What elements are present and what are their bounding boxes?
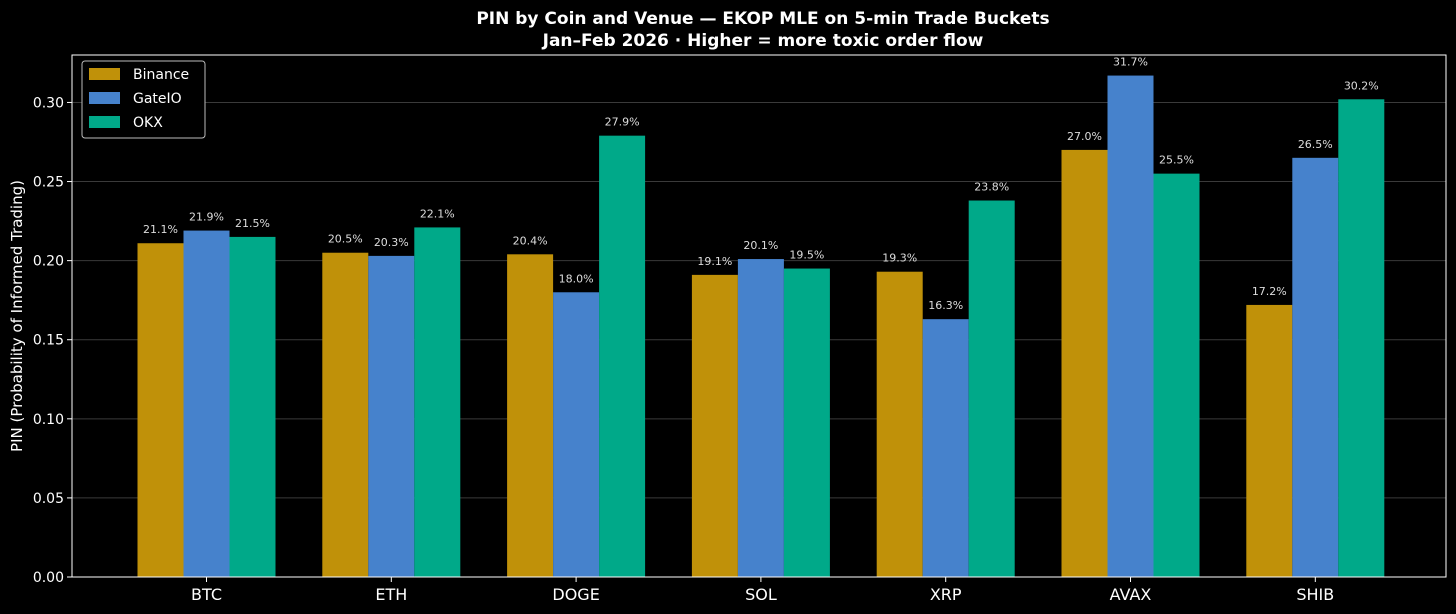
x-tick-label: BTC bbox=[191, 585, 222, 604]
x-tick-label: XRP bbox=[930, 585, 962, 604]
data-label: 19.3% bbox=[882, 252, 917, 265]
y-tick-label: 0.00 bbox=[33, 570, 64, 586]
data-labels: 21.1% 21.9% 21.5% 20.5% 20.3% 22.1% 20.4% 18.0%… bbox=[143, 56, 1379, 313]
bar-gateio-shib bbox=[1292, 157, 1339, 577]
data-label: 16.3% bbox=[928, 299, 963, 312]
chart-title: PIN by Coin and Venue — EKOP MLE on 5-mi… bbox=[476, 9, 1049, 29]
data-label: 20.1% bbox=[743, 239, 778, 252]
data-label: 21.9% bbox=[189, 211, 224, 224]
data-label: 19.5% bbox=[789, 249, 824, 262]
x-tick-label: ETH bbox=[375, 585, 407, 604]
bar-binance-doge bbox=[507, 254, 554, 578]
bar-gateio-btc bbox=[183, 230, 230, 577]
data-label: 21.5% bbox=[235, 217, 270, 230]
x-tick-label: DOGE bbox=[552, 585, 599, 604]
chart-subtitle: Jan–Feb 2026 · Higher = more toxic order… bbox=[542, 31, 984, 51]
data-label: 20.4% bbox=[513, 234, 548, 247]
x-axis: BTC ETH DOGE SOL XRP AVAX SHIB bbox=[191, 577, 1334, 604]
y-axis-label: PIN (Probability of Informed Trading) bbox=[8, 180, 26, 452]
data-label: 20.3% bbox=[374, 236, 409, 249]
bar-okx-eth bbox=[414, 227, 461, 577]
data-label: 26.5% bbox=[1298, 138, 1333, 151]
bar-gateio-xrp bbox=[922, 319, 969, 577]
data-label: 31.7% bbox=[1113, 56, 1148, 69]
y-axis: 0.00 0.05 0.10 0.15 0.20 0.25 0.30 bbox=[33, 95, 72, 586]
bar-gateio-avax bbox=[1107, 75, 1154, 578]
bar-binance-sol bbox=[691, 274, 738, 577]
bar-binance-eth bbox=[322, 252, 369, 577]
data-label: 27.0% bbox=[1067, 130, 1102, 143]
x-tick-label: SHIB bbox=[1296, 585, 1334, 604]
bar-binance-shib bbox=[1246, 304, 1293, 577]
data-label: 18.0% bbox=[559, 272, 594, 285]
bar-okx-shib bbox=[1338, 99, 1385, 578]
y-tick-label: 0.25 bbox=[33, 175, 64, 191]
legend-label-gateio: GateIO bbox=[133, 91, 182, 107]
data-label: 17.2% bbox=[1252, 285, 1287, 298]
legend-swatch-binance bbox=[89, 68, 120, 80]
bar-okx-xrp bbox=[968, 200, 1015, 577]
legend-swatch-okx bbox=[89, 116, 120, 128]
data-label: 19.1% bbox=[697, 255, 732, 268]
legend-label-okx: OKX bbox=[133, 115, 163, 131]
bars bbox=[137, 75, 1385, 578]
bar-okx-sol bbox=[783, 268, 830, 577]
data-label: 22.1% bbox=[420, 207, 455, 220]
y-tick-label: 0.10 bbox=[33, 412, 64, 428]
y-tick-label: 0.20 bbox=[33, 254, 64, 270]
bar-binance-btc bbox=[137, 243, 184, 577]
y-tick-label: 0.05 bbox=[33, 491, 64, 507]
bar-okx-btc bbox=[229, 236, 276, 577]
data-label: 27.9% bbox=[605, 116, 640, 129]
data-label: 23.8% bbox=[974, 181, 1009, 194]
x-tick-label: AVAX bbox=[1110, 585, 1152, 604]
y-tick-label: 0.30 bbox=[33, 95, 64, 111]
plot-frame bbox=[71, 54, 1447, 578]
bar-okx-doge bbox=[599, 135, 646, 577]
bar-binance-xrp bbox=[876, 271, 923, 577]
data-label: 20.5% bbox=[328, 233, 363, 246]
data-label: 21.1% bbox=[143, 223, 178, 236]
legend-label-binance: Binance bbox=[133, 67, 189, 83]
bar-gateio-doge bbox=[553, 292, 600, 577]
bar-gateio-sol bbox=[737, 259, 784, 577]
data-label: 30.2% bbox=[1344, 79, 1379, 92]
x-tick-label: SOL bbox=[745, 585, 777, 604]
y-tick-label: 0.15 bbox=[33, 333, 64, 349]
bar-binance-avax bbox=[1061, 149, 1108, 577]
bar-gateio-eth bbox=[368, 255, 415, 577]
legend: Binance GateIO OKX bbox=[81, 60, 206, 139]
data-label: 25.5% bbox=[1159, 154, 1194, 167]
legend-swatch-gateio bbox=[89, 92, 120, 104]
bar-okx-avax bbox=[1153, 173, 1200, 578]
